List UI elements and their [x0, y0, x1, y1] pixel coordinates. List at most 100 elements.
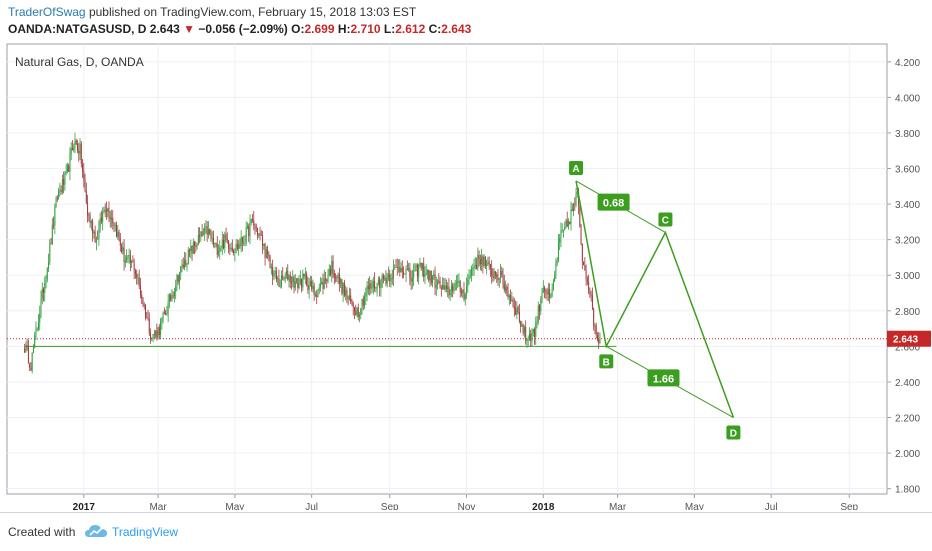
candle-body — [94, 231, 96, 243]
candle-body — [155, 330, 157, 336]
candle — [95, 236, 97, 251]
candle — [540, 296, 542, 316]
candle-body — [327, 275, 329, 282]
candle — [104, 203, 106, 218]
candle-body — [311, 281, 313, 289]
candle — [530, 329, 532, 348]
candle — [116, 221, 118, 238]
candle — [455, 275, 457, 291]
harmonic-pattern[interactable]: 0.68 1.66 A B C D — [569, 160, 741, 440]
candle-body — [501, 270, 503, 276]
candle-body — [593, 308, 595, 326]
candle — [439, 276, 441, 289]
y-tick-label: 2.600 — [895, 342, 920, 353]
candle-body — [302, 273, 304, 288]
candle-body — [533, 329, 535, 337]
candle-body — [565, 220, 567, 228]
candle — [267, 245, 269, 260]
candle-body — [297, 278, 299, 288]
tradingview-cloud-icon[interactable] — [84, 523, 108, 539]
candle-body — [26, 345, 28, 348]
candle-body — [314, 294, 316, 296]
candle — [336, 275, 338, 283]
candle — [395, 259, 397, 268]
candle-body — [426, 270, 428, 273]
candle — [560, 222, 562, 248]
candle — [205, 220, 207, 235]
candle — [257, 227, 259, 240]
candle-body — [260, 235, 262, 236]
candle-body — [333, 273, 335, 278]
candle-body — [390, 278, 392, 282]
candle — [39, 305, 41, 331]
pattern-point-b: B — [599, 354, 614, 369]
candle — [544, 285, 546, 299]
candle-body — [404, 273, 406, 275]
author-link[interactable]: TraderOfSwag — [8, 5, 86, 19]
candle-body — [61, 179, 63, 192]
candle — [189, 248, 191, 258]
footer: Created with TradingView — [0, 512, 932, 551]
candle — [321, 278, 323, 285]
candle — [482, 254, 484, 274]
candle-body — [187, 249, 189, 265]
candle — [382, 273, 384, 284]
candle — [283, 276, 285, 281]
candle-body — [29, 363, 31, 368]
candle-body — [500, 270, 502, 279]
candle-body — [41, 288, 43, 300]
last-price-text: 2.643 — [149, 22, 180, 36]
candle — [536, 315, 538, 329]
candle — [585, 264, 587, 286]
candle-body — [294, 281, 296, 288]
candle-body — [547, 289, 549, 295]
candle — [30, 361, 32, 372]
candle-body — [49, 243, 51, 263]
candle — [279, 279, 281, 289]
candle-body — [506, 286, 508, 292]
candle-body — [248, 225, 250, 237]
price-chart[interactable]: 4.200 4.000 3.800 3.600 3.400 3.200 3.000 2.800… — [0, 40, 932, 513]
candle-body — [342, 282, 344, 294]
candle — [35, 321, 37, 341]
candle-body — [303, 273, 305, 277]
candle-body — [377, 279, 379, 283]
candle-body — [105, 209, 107, 212]
candle-body — [528, 333, 530, 339]
candle-body — [340, 279, 342, 284]
candle — [50, 237, 52, 245]
candle-body — [93, 231, 95, 234]
candle — [182, 257, 184, 270]
candle — [231, 239, 233, 253]
candle-body — [68, 165, 70, 172]
candle-body — [199, 235, 201, 237]
candle — [212, 230, 214, 248]
candle-body — [90, 221, 92, 224]
candle — [507, 282, 509, 300]
tradingview-brand-link[interactable]: TradingView — [112, 525, 179, 539]
candle — [27, 339, 29, 364]
candle — [270, 263, 272, 275]
candle-body — [190, 246, 192, 252]
candle — [527, 335, 529, 347]
candle — [254, 223, 256, 235]
candle — [418, 263, 420, 285]
chart-area[interactable]: 4.200 4.000 3.800 3.600 3.400 3.200 3.000 2.800… — [0, 40, 932, 513]
candle — [340, 277, 342, 289]
candle-body — [141, 294, 143, 299]
candle — [241, 236, 243, 252]
candle-body — [321, 281, 323, 285]
candle — [500, 263, 502, 284]
candle-body — [299, 279, 301, 283]
candle-body — [104, 209, 106, 211]
candle-body — [170, 295, 172, 301]
candle-body — [520, 321, 522, 327]
candle — [129, 249, 131, 272]
candle — [545, 288, 547, 299]
candle-body — [513, 306, 515, 310]
candle — [492, 268, 494, 282]
candle-body — [357, 307, 359, 317]
candle-body — [121, 245, 123, 252]
candle-body — [443, 284, 445, 290]
candle-body — [420, 263, 422, 269]
